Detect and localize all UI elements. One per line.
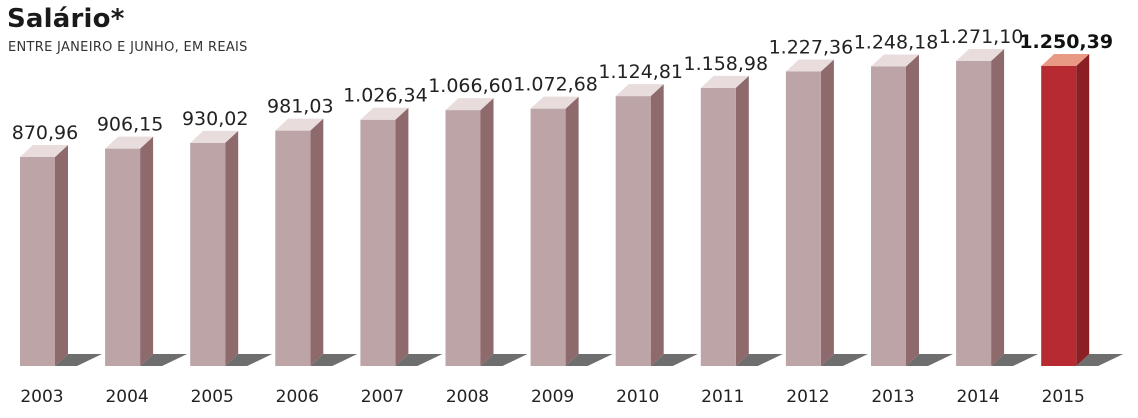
x-tick-label: 2003 bbox=[20, 387, 63, 407]
chart-subtitle: ENTRE JANEIRO E JUNHO, EM REAIS bbox=[8, 40, 248, 55]
bar bbox=[530, 108, 566, 366]
x-tick-label: 2008 bbox=[446, 387, 489, 407]
bar-side bbox=[650, 84, 664, 366]
bar-value-label: 1.271,10 bbox=[939, 26, 1024, 48]
bar-side bbox=[395, 107, 409, 367]
bar-top bbox=[105, 136, 154, 149]
bar-shadow bbox=[480, 354, 528, 366]
x-tick-label: 2009 bbox=[531, 387, 574, 407]
bar-shadow bbox=[55, 354, 102, 366]
bar-value-label: 1.250,39 bbox=[1019, 31, 1113, 53]
bar-value-label: 1.227,36 bbox=[769, 36, 854, 58]
bar-shadow bbox=[906, 354, 953, 366]
bar-top bbox=[871, 54, 919, 67]
bar-top bbox=[956, 49, 1005, 61]
x-tick-label: 2004 bbox=[105, 387, 148, 407]
bar-side bbox=[565, 96, 579, 366]
bar bbox=[785, 71, 821, 367]
bar-side bbox=[735, 75, 749, 367]
bar-value-label: 870,96 bbox=[12, 122, 78, 144]
bar-side bbox=[310, 118, 324, 366]
bar-value-label: 1.124,81 bbox=[598, 61, 683, 83]
bar bbox=[105, 148, 141, 366]
bar-shadow bbox=[991, 354, 1039, 366]
x-tick-label: 2007 bbox=[361, 387, 404, 407]
bar-top bbox=[530, 96, 579, 109]
bar-top bbox=[700, 75, 749, 88]
bar-side bbox=[55, 145, 68, 366]
bar-shadow bbox=[735, 354, 783, 366]
x-tick-label: 2005 bbox=[191, 387, 234, 407]
bar bbox=[871, 66, 906, 367]
bar-side bbox=[140, 136, 154, 366]
bar-value-label: 930,02 bbox=[182, 108, 248, 130]
bar-value-label: 1.158,98 bbox=[683, 53, 768, 75]
bar-side bbox=[991, 49, 1005, 366]
bar-top bbox=[20, 145, 68, 158]
bar-value-label: 906,15 bbox=[97, 114, 163, 136]
x-tick-label: 2006 bbox=[276, 387, 319, 407]
bar-side bbox=[225, 130, 239, 366]
bar-top bbox=[275, 118, 324, 131]
bar-shadow bbox=[565, 354, 613, 366]
bar-value-label: 1.026,34 bbox=[343, 85, 428, 107]
x-tick-label: 2011 bbox=[701, 387, 744, 407]
bar bbox=[20, 157, 55, 366]
bar-top bbox=[190, 130, 239, 143]
bar-shadow bbox=[820, 354, 868, 366]
bar bbox=[445, 110, 481, 366]
x-tick-label: 2012 bbox=[786, 387, 829, 407]
x-tick-label: 2010 bbox=[616, 387, 659, 407]
bar bbox=[190, 142, 226, 366]
bar-side bbox=[820, 59, 834, 367]
bar-value-label: 1.248,18 bbox=[854, 31, 939, 53]
bar bbox=[360, 119, 396, 367]
bar-side bbox=[906, 54, 919, 367]
bar-value-label: 1.072,68 bbox=[513, 74, 598, 96]
bar bbox=[275, 130, 311, 366]
bar bbox=[700, 87, 736, 367]
bar-side bbox=[480, 98, 494, 366]
bar-top bbox=[615, 84, 664, 97]
bar-shadow bbox=[225, 354, 273, 366]
bar-top bbox=[445, 98, 494, 111]
x-tick-label: 2013 bbox=[871, 387, 914, 407]
bar-top bbox=[785, 59, 834, 72]
bar-value-label: 981,03 bbox=[267, 96, 333, 118]
bar-shadow bbox=[650, 354, 698, 366]
bar bbox=[956, 61, 992, 366]
chart-title: Salário* bbox=[7, 4, 125, 34]
bar-side bbox=[1076, 53, 1090, 366]
bar bbox=[1041, 65, 1077, 366]
bar-top bbox=[1041, 53, 1090, 66]
bar-shadow bbox=[310, 354, 358, 366]
bar-shadow bbox=[140, 354, 188, 366]
bar-shadow bbox=[395, 354, 443, 366]
bar-value-label: 1.066,60 bbox=[428, 75, 513, 97]
bar-shadow bbox=[1076, 354, 1124, 366]
x-tick-label: 2015 bbox=[1042, 387, 1085, 407]
bar-top bbox=[360, 107, 409, 120]
x-tick-label: 2014 bbox=[956, 387, 999, 407]
bar bbox=[615, 96, 651, 366]
